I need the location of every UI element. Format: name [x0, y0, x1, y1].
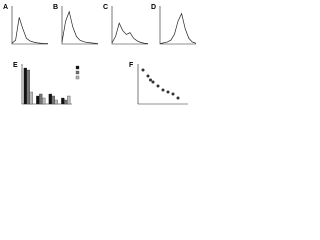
bar [42, 97, 46, 105]
axes [159, 6, 196, 45]
axes [61, 6, 98, 45]
point [156, 84, 160, 88]
panel-label: F [129, 62, 134, 69]
legend-swatch [75, 70, 80, 75]
figure: A B C D E F [3, 4, 197, 105]
point [146, 74, 150, 78]
bar [67, 95, 71, 105]
bar [36, 95, 40, 105]
bar [54, 99, 58, 105]
point [171, 92, 175, 96]
legend-swatch [75, 65, 80, 70]
bar [29, 91, 33, 105]
point [149, 78, 152, 82]
panel-label: E [13, 62, 18, 69]
bar [48, 93, 52, 105]
panel-label: D [151, 4, 156, 11]
histogram-line [111, 22, 149, 44]
bar [51, 95, 55, 105]
legend-swatch [75, 75, 80, 80]
point [176, 96, 180, 100]
axes [11, 6, 48, 45]
panel-label: A [3, 4, 8, 11]
point [161, 88, 165, 92]
bar [26, 69, 30, 105]
point [141, 68, 145, 72]
histogram-line [11, 17, 48, 44]
histogram-line [61, 10, 99, 44]
bar [64, 99, 68, 105]
panel-label: C [103, 4, 108, 11]
axes [111, 6, 148, 45]
bar [39, 93, 43, 105]
histogram-line [159, 12, 197, 44]
axes [137, 64, 188, 105]
bar [61, 97, 65, 105]
point [151, 80, 155, 84]
bar [23, 67, 27, 105]
panel-label: B [53, 4, 58, 11]
point [166, 90, 170, 94]
